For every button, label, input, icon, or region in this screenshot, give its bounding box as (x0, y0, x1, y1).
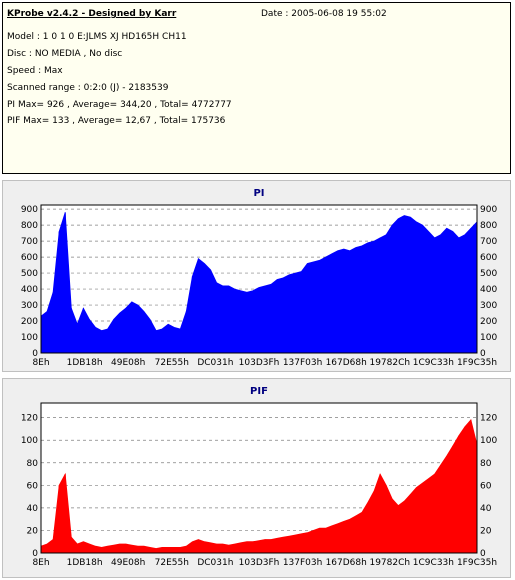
pif-ytick-left-5: 100 (21, 436, 38, 446)
pi-ytick-left-5: 500 (21, 269, 38, 279)
pi-ytick-left-0: 0 (32, 349, 38, 359)
pif-ytick-right-1: 20 (480, 526, 492, 536)
pi-ytick-right-2: 200 (480, 317, 497, 327)
pi-ytick-right-6: 600 (480, 253, 497, 263)
pif-xtick-2: 49E08h (111, 558, 145, 568)
pif-chart-title: PIF (250, 386, 268, 397)
pif-ytick-left-2: 40 (27, 504, 39, 514)
app-title: KProbe v2.4.2 - Designed by Karr (7, 9, 177, 19)
pif-xtick-8: 19782Ch (369, 558, 410, 568)
info-panel: KProbe v2.4.2 - Designed by Karr Date : … (2, 2, 511, 174)
pi-ytick-left-8: 800 (21, 221, 38, 231)
pif-ytick-left-1: 20 (27, 526, 39, 536)
pif-chart-panel: PIF 0 0 20 20 40 40 60 60 80 80 100 100 120 120 8Eh 1DB1… (2, 378, 511, 578)
pi-ytick-left-6: 600 (21, 253, 38, 263)
pi-ytick-left-7: 700 (21, 237, 38, 247)
pi-ytick-right-3: 300 (480, 301, 497, 311)
pi-ytick-left-1: 100 (21, 333, 38, 343)
pi-xtick-3: 72E55h (155, 358, 189, 368)
pi-stats: PI Max= 926 , Average= 344,20 , Total= 4… (7, 100, 232, 110)
speed-info: Speed : Max (7, 66, 63, 76)
pi-ytick-right-8: 800 (480, 221, 497, 231)
scanned-range: Scanned range : 0:2:0 (J) - 2183539 (7, 83, 169, 93)
pi-chart-title: PI (253, 188, 264, 199)
pi-xtick-8: 19782Ch (369, 358, 410, 368)
pif-xtick-10: 1F9C35h (457, 558, 497, 568)
pif-xtick-3: 72E55h (155, 558, 189, 568)
pi-ytick-left-3: 300 (21, 301, 38, 311)
pif-ytick-right-6: 120 (480, 414, 497, 424)
pi-xtick-9: 1C9C33h (413, 358, 454, 368)
pi-ytick-right-5: 500 (480, 269, 497, 279)
pif-ytick-right-3: 60 (480, 481, 492, 491)
pi-xtick-4: DC031h (197, 358, 233, 368)
scan-date: Date : 2005-06-08 19 55:02 (261, 9, 387, 19)
pif-plot-border (40, 402, 478, 554)
pif-xtick-0: 8Eh (32, 558, 49, 568)
pi-ytick-right-0: 0 (480, 349, 486, 359)
pi-ytick-left-9: 900 (21, 205, 38, 215)
pi-xtick-2: 49E08h (111, 358, 145, 368)
pif-ytick-left-0: 0 (32, 549, 38, 559)
pi-xtick-10: 1F9C35h (457, 358, 497, 368)
disc-info: Disc : NO MEDIA , No disc (7, 49, 123, 59)
pi-ytick-left-2: 200 (21, 317, 38, 327)
pif-ytick-right-0: 0 (480, 549, 486, 559)
pif-xtick-5: 103D3Fh (239, 558, 280, 568)
pif-ytick-right-4: 80 (480, 459, 492, 469)
pi-ytick-right-7: 700 (480, 237, 497, 247)
pif-ytick-left-6: 120 (21, 414, 38, 424)
pi-ytick-left-4: 400 (21, 285, 38, 295)
pif-ytick-right-2: 40 (480, 504, 492, 514)
pi-xtick-7: 167D68h (326, 358, 367, 368)
pif-xtick-4: DC031h (197, 558, 233, 568)
pif-xtick-9: 1C9C33h (413, 558, 454, 568)
pi-chart-panel: PI 0 0 100 100 200 200 300 300 400 400 500 500 600 600… (2, 180, 511, 372)
pi-xtick-5: 103D3Fh (239, 358, 280, 368)
pi-ytick-right-9: 900 (480, 205, 497, 215)
pif-ytick-left-3: 60 (27, 481, 39, 491)
pif-xtick-6: 137F03h (283, 558, 323, 568)
pi-plot-border (40, 204, 478, 354)
pif-xtick-7: 167D68h (326, 558, 367, 568)
pi-chart: PI 0 0 100 100 200 200 300 300 400 400 500 500 600 600… (21, 188, 498, 368)
pif-stats: PIF Max= 133 , Average= 12,67 , Total= 1… (7, 116, 226, 126)
pi-ytick-right-4: 400 (480, 285, 497, 295)
pi-xtick-6: 137F03h (283, 358, 323, 368)
drive-model: Model : 1 0 1 0 E:JLMS XJ HD165H CH11 (7, 32, 187, 42)
pif-xtick-1: 1DB18h (67, 558, 103, 568)
pi-xtick-0: 8Eh (32, 358, 49, 368)
pif-ytick-left-4: 80 (27, 459, 39, 469)
pif-chart: PIF 0 0 20 20 40 40 60 60 80 80 100 100 120 120 8Eh 1DB1… (21, 386, 498, 568)
pi-ytick-right-1: 100 (480, 333, 497, 343)
pif-ytick-right-5: 100 (480, 436, 497, 446)
pi-xtick-1: 1DB18h (67, 358, 103, 368)
